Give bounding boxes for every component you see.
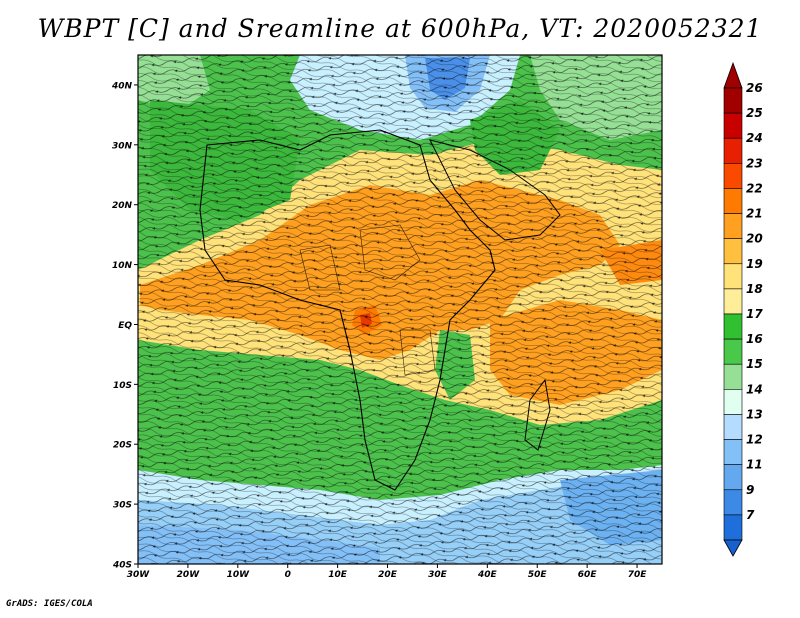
colorbar-label: 13 [746, 407, 763, 421]
lon-tick-label: 0 [285, 570, 291, 580]
colorbar-swatch [723, 489, 743, 516]
lat-tick-label: 40S [112, 561, 132, 571]
lon-tick-label: 30W [127, 570, 151, 580]
longitude-axis: 30W 20W 10W 0 10E 20E 30E 40E 50E 60E 70E [127, 564, 647, 580]
colorbar-label: 9 [746, 483, 754, 497]
lon-tick-label: 70E [628, 570, 648, 580]
colorbar-label: 17 [746, 307, 763, 321]
colorbar-label: 21 [746, 207, 763, 221]
colorbar-swatch [723, 137, 743, 164]
colorbar-swatch [723, 313, 743, 340]
colorbar-label: 24 [746, 131, 763, 145]
colorbar-swatch [723, 363, 743, 390]
lat-tick-label: 30S [113, 501, 132, 511]
colorbar: 26 25 24 23 22 21 20 19 18 17 16 15 14 13 12 11 9 7 [723, 61, 763, 557]
colorbar-label: 7 [746, 508, 755, 522]
colorbar-bottom-arrow [723, 539, 743, 557]
colorbar-swatch [723, 263, 743, 290]
lat-tick-label: 10N [112, 261, 133, 271]
lon-tick-label: 20W [177, 570, 201, 580]
colorbar-label: 25 [746, 106, 763, 120]
lon-tick-label: 20E [378, 570, 398, 580]
colorbar-swatch [723, 163, 743, 189]
colorbar-swatch [723, 87, 743, 114]
colorbar-swatch [723, 188, 743, 214]
colorbar-swatch [723, 238, 743, 265]
colorbar-swatch [723, 464, 743, 491]
lon-tick-label: 10W [227, 570, 251, 580]
colorbar-label: 18 [746, 282, 763, 296]
colorbar-label: 11 [746, 458, 763, 472]
lon-tick-label: 10E [328, 570, 348, 580]
lat-tick-label: 30N [112, 141, 133, 151]
latitude-axis: 40N 30N 20N 10N EQ 10S 20S 30S 40S [111, 81, 138, 571]
colorbar-label: 12 [746, 433, 763, 447]
colorbar-label: 23 [746, 156, 763, 170]
colorbar-swatch [723, 414, 743, 440]
colorbar-label: 16 [746, 332, 763, 346]
lat-tick-label: EQ [118, 321, 132, 331]
colorbar-swatch [723, 439, 743, 465]
lat-tick-label: 40N [111, 81, 133, 91]
colorbar-swatch [723, 338, 743, 365]
map-title: WBPT [C] and Sreamline at 600hPa, VT: 20… [37, 14, 763, 43]
lon-tick-label: 30E [428, 570, 448, 580]
lon-tick-label: 40E [477, 570, 498, 580]
lat-tick-label: 20S [113, 441, 132, 451]
colorbar-swatch [723, 213, 743, 239]
colorbar-swatch [723, 112, 743, 139]
colorbar-top-arrow [723, 61, 743, 89]
lat-tick-label: 10S [113, 381, 132, 391]
credit-label: GrADS: IGES/COLA [6, 599, 93, 609]
colorbar-swatch [723, 288, 743, 315]
colorbar-label: 20 [746, 232, 763, 246]
lat-tick-label: 20N [112, 201, 133, 211]
colorbar-label: 22 [746, 181, 763, 195]
colorbar-swatch [723, 389, 743, 415]
colorbar-label: 19 [746, 257, 763, 271]
colorbar-label: 15 [746, 357, 763, 371]
map-field [138, 55, 662, 564]
colorbar-swatch [723, 514, 743, 541]
colorbar-label: 26 [746, 81, 763, 95]
colorbar-label: 14 [746, 382, 763, 396]
lon-tick-label: 60E [578, 570, 598, 580]
lon-tick-label: 50E [528, 570, 548, 580]
